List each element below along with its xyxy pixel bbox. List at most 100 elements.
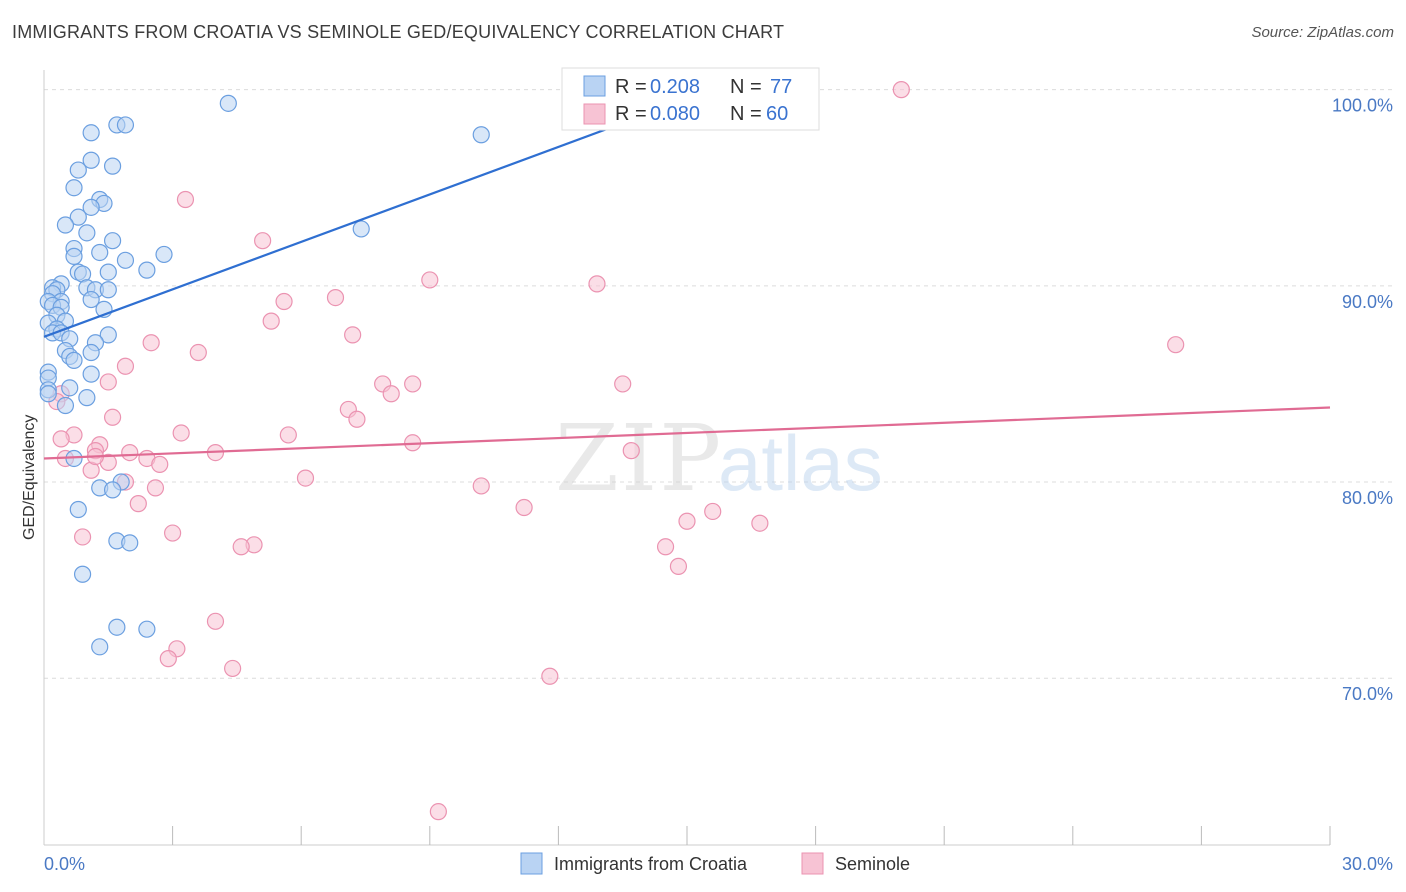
bottom-legend-swatch-croatia bbox=[520, 852, 543, 875]
seminole-trend-line bbox=[43, 406, 1331, 460]
seminole-point bbox=[99, 373, 117, 391]
croatia-point bbox=[91, 243, 109, 262]
seminole-point bbox=[121, 443, 139, 462]
legend-n-seminole: 60 bbox=[766, 103, 788, 125]
legend-r-croatia: 0.208 bbox=[650, 76, 700, 98]
croatia-point bbox=[69, 208, 87, 226]
seminole-point bbox=[472, 477, 490, 495]
croatia-point bbox=[99, 326, 117, 344]
legend-r-label-croatia: R = bbox=[615, 76, 647, 98]
seminole-point bbox=[892, 81, 910, 99]
watermark-atlas: atlas bbox=[718, 419, 883, 507]
croatia-point bbox=[99, 281, 117, 299]
croatia-point bbox=[121, 534, 139, 552]
croatia-point bbox=[82, 343, 100, 362]
seminole-point bbox=[669, 557, 688, 575]
x-tick-label: 0.0% bbox=[44, 854, 85, 874]
trend-lines bbox=[43, 98, 1331, 460]
croatia-point bbox=[91, 638, 109, 656]
source-label: Source: ZipAtlas.com bbox=[1251, 24, 1394, 41]
croatia-point bbox=[61, 379, 79, 397]
seminole-point bbox=[751, 514, 769, 532]
croatia-point bbox=[352, 220, 370, 238]
croatia-point bbox=[103, 157, 122, 175]
legend-swatch-croatia bbox=[583, 75, 606, 97]
seminole-point bbox=[103, 408, 122, 426]
y-tick-label: 70.0% bbox=[1342, 684, 1393, 704]
seminole-point bbox=[206, 612, 225, 630]
seminole-point bbox=[515, 498, 533, 517]
legend-n-label-seminole: N = bbox=[730, 103, 762, 125]
croatia-point bbox=[99, 263, 117, 281]
legend-r-seminole: 0.080 bbox=[650, 103, 700, 125]
seminole-point bbox=[421, 271, 439, 289]
croatia-point bbox=[138, 620, 156, 638]
seminole-point bbox=[142, 334, 160, 352]
seminole-point bbox=[326, 288, 345, 307]
croatia-point bbox=[472, 126, 490, 144]
seminole-point bbox=[151, 455, 169, 473]
croatia-point bbox=[82, 290, 100, 309]
seminole-point bbox=[262, 312, 280, 330]
croatia-points bbox=[39, 94, 490, 656]
legend-n-label-croatia: N = bbox=[730, 76, 762, 98]
croatia-point bbox=[155, 245, 173, 264]
seminole-point bbox=[678, 512, 696, 530]
croatia-point bbox=[65, 351, 83, 369]
legend: R = 0.208 N = 77 R = 0.080 N = 60 bbox=[561, 67, 820, 131]
seminole-point bbox=[614, 375, 632, 393]
seminole-point bbox=[176, 190, 195, 209]
croatia-point bbox=[82, 151, 100, 169]
chart-title: IMMIGRANTS FROM CROATIA VS SEMINOLE GED/… bbox=[12, 22, 785, 42]
seminole-point bbox=[279, 426, 297, 444]
seminole-point bbox=[275, 292, 293, 311]
croatia-point bbox=[78, 389, 96, 407]
croatia-point bbox=[103, 232, 122, 250]
y-tick-label: 90.0% bbox=[1342, 292, 1393, 312]
seminole-point bbox=[224, 659, 242, 678]
y-tick-label: 80.0% bbox=[1342, 488, 1393, 508]
x-tick-label: 30.0% bbox=[1342, 854, 1393, 874]
seminole-point bbox=[146, 479, 165, 497]
seminole-point bbox=[159, 650, 177, 668]
seminole-point bbox=[189, 343, 207, 362]
seminole-point bbox=[588, 275, 606, 293]
bottom-legend-croatia: Immigrants from Croatia bbox=[554, 854, 748, 874]
croatia-point bbox=[82, 198, 100, 216]
croatia-point bbox=[103, 481, 122, 499]
croatia-point bbox=[39, 385, 57, 403]
seminole-point bbox=[429, 803, 447, 821]
croatia-trend-line bbox=[43, 98, 688, 338]
croatia-point bbox=[78, 224, 96, 242]
seminole-point bbox=[382, 385, 400, 403]
tick-labels: 100.0% 90.0% 80.0% 70.0% 0.0% 30.0% bbox=[44, 96, 1393, 874]
croatia-point bbox=[65, 179, 83, 197]
croatia-point bbox=[108, 618, 126, 636]
watermark: ZIP atlas bbox=[555, 405, 883, 512]
seminole-point bbox=[541, 667, 559, 685]
croatia-point bbox=[138, 261, 156, 279]
y-tick-label: 100.0% bbox=[1332, 96, 1393, 116]
croatia-point bbox=[82, 365, 100, 383]
croatia-point bbox=[219, 94, 237, 112]
seminole-point bbox=[704, 502, 722, 521]
seminole-point bbox=[656, 538, 675, 556]
croatia-point bbox=[116, 251, 135, 269]
croatia-point bbox=[73, 565, 92, 583]
legend-n-croatia: 77 bbox=[770, 76, 792, 98]
croatia-point bbox=[82, 124, 100, 142]
croatia-point bbox=[65, 247, 83, 265]
grid-lines bbox=[44, 89, 1392, 679]
croatia-point bbox=[69, 161, 87, 179]
seminole-point bbox=[73, 528, 92, 546]
y-axis-title: GED/Equivalency bbox=[21, 415, 38, 540]
watermark-zip: ZIP bbox=[555, 405, 723, 512]
seminole-point bbox=[232, 538, 250, 556]
bottom-legend: Immigrants from Croatia Seminole bbox=[520, 852, 910, 875]
seminole-point bbox=[344, 326, 362, 344]
croatia-point bbox=[116, 116, 135, 134]
seminole-point bbox=[129, 495, 147, 513]
seminole-point bbox=[296, 469, 315, 487]
croatia-point bbox=[56, 396, 75, 415]
